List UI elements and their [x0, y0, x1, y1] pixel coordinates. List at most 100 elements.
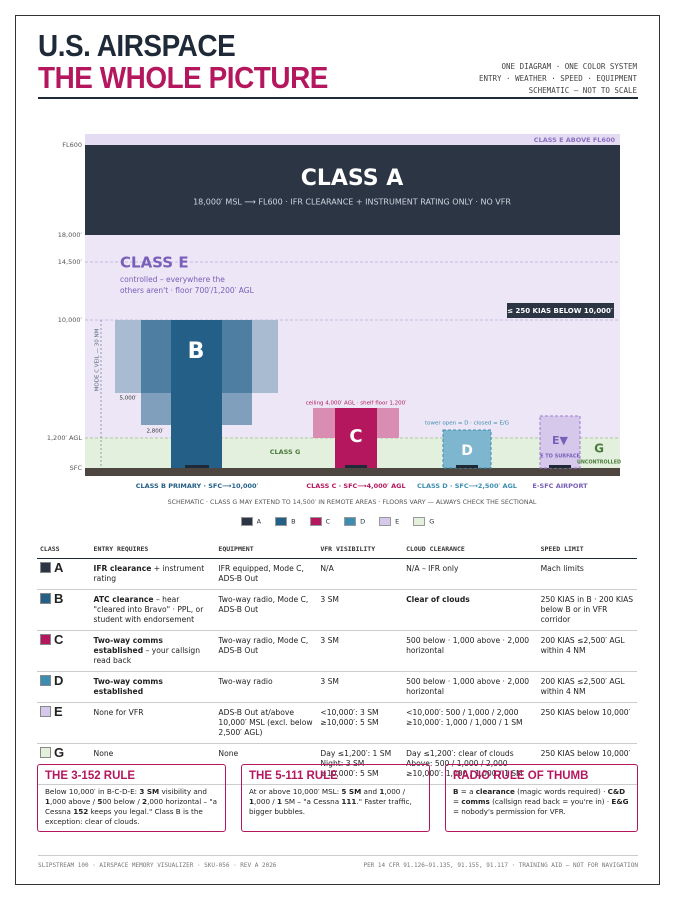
airport-marker	[185, 465, 209, 468]
entry-text: None	[93, 749, 114, 758]
class-a-area	[85, 145, 620, 235]
class-name: E	[54, 704, 63, 719]
legend-label: B	[291, 517, 296, 526]
column-header: CLOUD CLEARANCE	[403, 540, 538, 559]
class-swatch	[40, 634, 51, 645]
visibility-line: N/A	[320, 564, 334, 573]
class-b-core	[171, 320, 222, 468]
visibility-cell: 3 SM	[317, 630, 404, 672]
rule-text: At or above 10,000′ MSL:	[249, 787, 342, 796]
g-sub: UNCONTROLLED	[577, 460, 621, 466]
speed-cell: 200 KIAS ≤2,500′ AGL within 4 NM	[537, 630, 637, 672]
rule-text: 1	[45, 797, 51, 806]
cloud-line: N/A – IFR only	[406, 564, 459, 573]
column-header: CLASS	[37, 540, 91, 559]
cloud-line: ≥10,000′: 1,000 / 1,000 / 1 SM	[406, 769, 523, 778]
table-row: B ATC clearance – hear "cleared into Brav…	[37, 589, 637, 631]
table-row: E None for VFR ADS-B Out at/above 10,000′ …	[37, 702, 637, 744]
class-name: G	[54, 745, 65, 760]
cloud-cell: 500 below · 1,000 above · 2,000 horizont…	[403, 630, 538, 672]
diagram-note: SCHEMATIC · CLASS G MAY EXTEND TO 14,500…	[168, 499, 537, 506]
cloud-line: Clear of clouds	[406, 595, 470, 604]
cloud-line: Above: 500 / 1,000 / 2,000	[406, 759, 508, 768]
visibility-cell: <10,000′: 3 SM ≥10,000′: 5 SM	[317, 702, 404, 744]
title: U.S. AIRSPACE	[38, 28, 236, 63]
class-e-line: controlled – everywhere the	[120, 275, 225, 284]
rule-text: (magic words required) ·	[514, 787, 608, 796]
legend-item: D	[344, 517, 365, 526]
equipment-cell: Two-way radio, Mode C, ADS-B Out	[215, 589, 318, 631]
rule-text: ." Faster traffic, bigger bubbles.	[249, 797, 412, 816]
legend-item: G	[413, 517, 434, 526]
rule-title: RADIO RULE OF THUMB	[453, 770, 589, 782]
frame	[15, 15, 660, 885]
title: THE WHOLE PICTURE	[38, 60, 328, 95]
speed-cell: Mach limits	[537, 558, 637, 590]
class-c-shelf	[377, 408, 399, 438]
visibility-cell: N/A	[317, 558, 404, 590]
class-name: B	[54, 591, 64, 606]
class-swatch	[40, 593, 51, 604]
tagline-line: ONE DIAGRAM · ONE COLOR SYSTEM	[501, 62, 637, 71]
legend-item: C	[309, 517, 330, 526]
rule-text: B	[453, 787, 459, 796]
rule-text: 152	[73, 807, 89, 816]
rule-text: =	[453, 797, 462, 806]
diagram: CLASS E ABOVE FL600 FL600 18,000′ 14,500′ 10…	[47, 134, 621, 506]
column-header: ENTRY REQUIRES	[90, 540, 216, 559]
equipment-cell: Two-way radio	[215, 671, 318, 703]
legend-item: B	[275, 517, 296, 526]
rule-line	[38, 97, 638, 99]
class-e-line: others aren't · floor 700′/1,200′ AGL	[120, 286, 255, 295]
column-header: EQUIPMENT	[215, 540, 318, 559]
class-c-core	[335, 408, 377, 468]
table-row: D Two-way comms established Two-way radio 3…	[37, 671, 637, 703]
b-shelf-label: 2,800′	[147, 429, 165, 435]
class-e-title: CLASS E	[120, 254, 189, 272]
e-surface-letter: E▼	[552, 434, 569, 447]
speed-cell: 250 KIAS below 10,000′	[537, 702, 637, 744]
legend-item: E	[379, 517, 399, 526]
rule-text: = a	[458, 787, 476, 796]
altitude-label: 18,000′	[58, 231, 83, 239]
entry-text: ATC clearance	[93, 595, 154, 604]
class-c-note: ceiling 4,000′ AGL · shelf floor 1,200′	[306, 401, 408, 407]
class-b-shelf	[115, 320, 141, 393]
class-a-subtitle: 18,000′ MSL ⟶ FL600 · IFR CLEARANCE + IN…	[193, 198, 511, 207]
ground	[85, 468, 620, 476]
rule-text: ,000 horizontal – "a Cessna	[45, 797, 218, 816]
visibility-line: <10,000′: 3 SM	[320, 708, 379, 717]
airport-marker	[345, 465, 367, 468]
class-swatch	[40, 747, 51, 758]
tagline-line: ENTRY · WEATHER · SPEED · EQUIPMENT	[478, 74, 637, 83]
e-surface-sub: E TO SURFACE	[540, 454, 580, 460]
rule-text: 1	[379, 787, 385, 796]
class-b-shelf	[141, 320, 171, 393]
class-cell: A	[37, 558, 91, 590]
altitude-label: 10,000′	[58, 316, 83, 324]
class-swatch	[40, 706, 51, 717]
entry-text: IFR clearance	[93, 564, 152, 573]
class-name: D	[54, 673, 64, 688]
visibility-cell: 3 SM	[317, 671, 404, 703]
legend-swatch	[240, 517, 253, 526]
visibility-line: 3 SM	[320, 595, 339, 604]
cloud-line: ≥10,000′: 1,000 / 1,000 / 1 SM	[406, 718, 523, 727]
visibility-line: 3 SM	[320, 636, 339, 645]
class-e-surface	[539, 415, 581, 469]
rule-title: THE 3-152 RULE	[45, 770, 136, 782]
legend-swatch	[379, 517, 392, 526]
legend-item: A	[240, 517, 261, 526]
altitude-label: FL600	[62, 141, 82, 149]
class-c-shelf	[313, 408, 335, 438]
equipment-cell: IFR equipped, Mode C, ADS-B Out	[215, 558, 318, 590]
class-b-shelf	[252, 320, 278, 393]
visibility-cell: 3 SM	[317, 589, 404, 631]
class-g-label: CLASS G	[270, 448, 301, 456]
rule-title: THE 5-111 RULE	[249, 770, 338, 782]
rule-text: 3 SM	[139, 787, 160, 796]
legend-label: D	[360, 517, 366, 526]
class-swatch	[40, 675, 51, 686]
